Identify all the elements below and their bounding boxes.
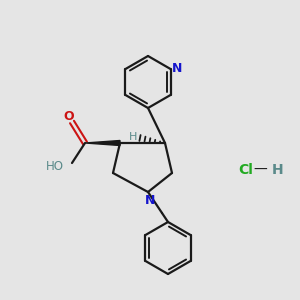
Polygon shape	[85, 140, 120, 146]
Text: H: H	[129, 132, 137, 142]
Text: Cl: Cl	[238, 163, 253, 177]
Text: H: H	[272, 163, 284, 177]
Text: N: N	[172, 62, 182, 76]
Text: —: —	[253, 163, 267, 177]
Text: HO: HO	[46, 160, 64, 173]
Text: N: N	[145, 194, 155, 207]
Text: O: O	[64, 110, 74, 122]
